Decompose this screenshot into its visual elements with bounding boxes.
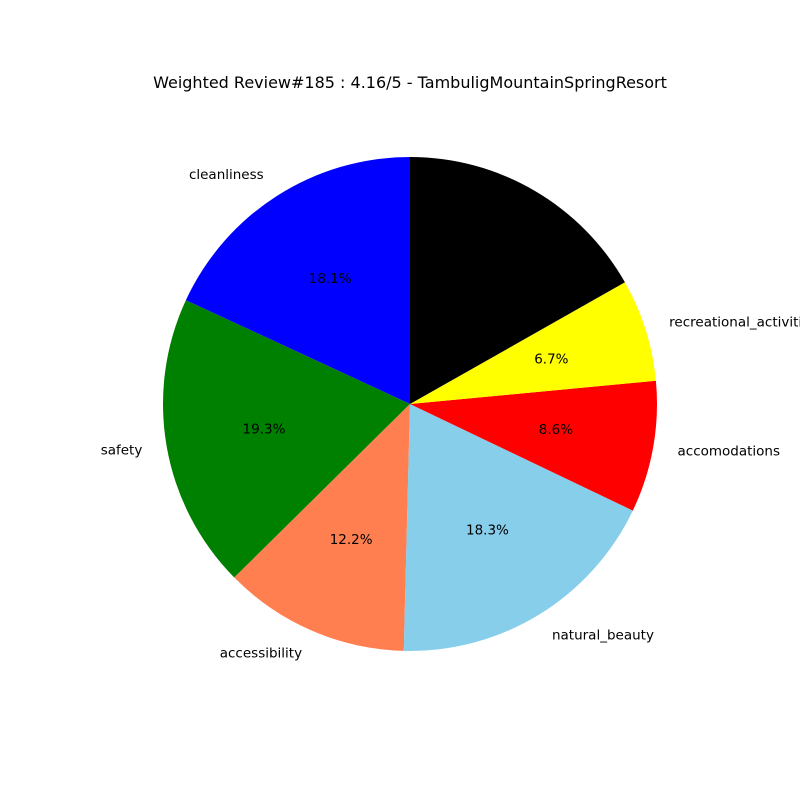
pie-slice-natural_beauty bbox=[403, 404, 633, 651]
slice-percent-accomodations: 8.6% bbox=[539, 422, 573, 438]
pie-slice-cleanliness bbox=[185, 157, 410, 404]
pie-slice-accessibility bbox=[234, 404, 410, 651]
chart-title: Weighted Review#185 : 4.16/5 - TambuligM… bbox=[153, 73, 667, 92]
pie-slice-accomodations bbox=[410, 380, 657, 511]
slice-label-safety: safety bbox=[101, 443, 143, 459]
pie-slice-unlabeled-6 bbox=[410, 157, 625, 404]
slice-percent-recreational_activities: 6.7% bbox=[534, 352, 568, 368]
slice-label-natural_beauty: natural_beauty bbox=[552, 628, 654, 644]
slice-percent-natural_beauty: 18.3% bbox=[466, 522, 509, 538]
slice-label-recreational_activities: recreational_activities bbox=[669, 314, 800, 330]
pie-slice-safety bbox=[163, 300, 410, 578]
pie-labels: cleanliness 18.1% safety 19.3% accessibility… bbox=[101, 167, 800, 661]
slice-label-accomodations: accomodations bbox=[678, 444, 781, 460]
slice-label-accessibility: accessibility bbox=[220, 645, 302, 661]
slice-label-cleanliness: cleanliness bbox=[189, 167, 264, 183]
slice-percent-cleanliness: 18.1% bbox=[309, 271, 352, 287]
slice-percent-safety: 19.3% bbox=[243, 421, 286, 437]
pie-slice-recreational_activities bbox=[410, 282, 656, 404]
pie-slices bbox=[163, 157, 657, 651]
slice-percent-accessibility: 12.2% bbox=[330, 532, 373, 548]
